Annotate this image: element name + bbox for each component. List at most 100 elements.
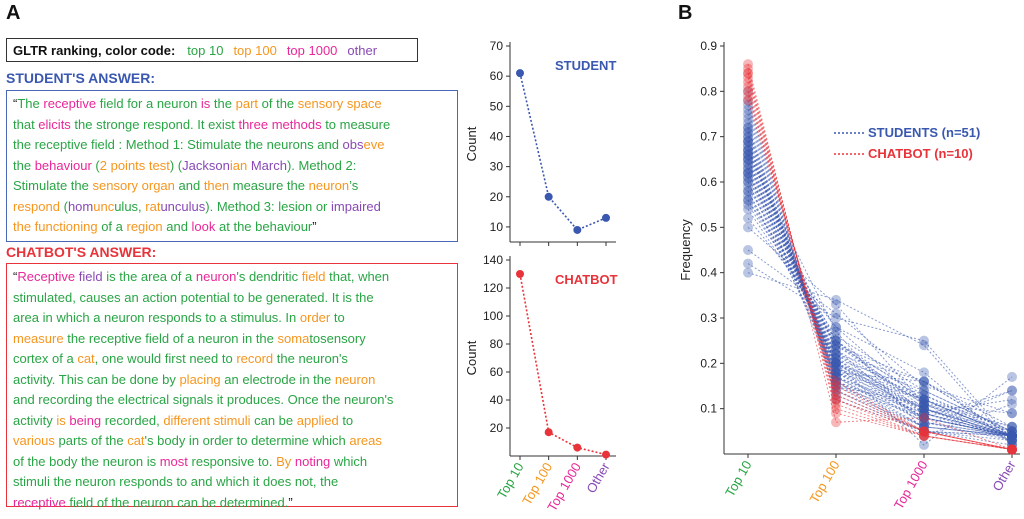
data-point bbox=[1007, 430, 1017, 441]
student-series bbox=[743, 113, 1017, 441]
student-series bbox=[743, 131, 1017, 441]
student-series bbox=[743, 172, 1017, 441]
series-line bbox=[747, 122, 1013, 437]
data-point bbox=[1007, 444, 1017, 455]
student-series bbox=[743, 163, 1017, 446]
data-point bbox=[743, 99, 753, 110]
legend-item-top1000: top 1000 bbox=[286, 42, 338, 58]
legend-title: GLTR ranking, color code: bbox=[13, 42, 176, 58]
answer-token: which bbox=[333, 453, 368, 469]
series-line bbox=[747, 136, 1013, 437]
answer-token: the bbox=[13, 157, 35, 173]
data-point bbox=[1007, 385, 1017, 396]
answer-token: noting bbox=[294, 453, 334, 469]
data-point bbox=[602, 450, 610, 459]
y-tick-label: 0.7 bbox=[700, 130, 717, 144]
series-line bbox=[747, 159, 1013, 414]
answer-token: stimuli the neuron responds to and which… bbox=[13, 474, 339, 489]
y-tick-label: 80 bbox=[490, 337, 504, 351]
answer-token: Receptive bbox=[17, 269, 79, 284]
series-line bbox=[747, 141, 1013, 437]
y-tick-label: 20 bbox=[490, 190, 504, 204]
answer-token: 's body in order to determine which bbox=[144, 433, 350, 448]
y-tick-label: 30 bbox=[490, 160, 504, 174]
answer-token: is bbox=[56, 412, 70, 428]
answer-token: measure the bbox=[232, 178, 309, 193]
student-series bbox=[743, 154, 1017, 441]
data-point bbox=[1007, 439, 1017, 450]
answer-token: area in which a neuron responds to a sti… bbox=[13, 310, 300, 325]
data-point bbox=[1007, 421, 1017, 432]
answer-token: can be bbox=[254, 412, 297, 428]
legend-label: STUDENTS (n=51) bbox=[868, 125, 980, 140]
x-tick-label: Top 100 bbox=[806, 458, 842, 506]
data-point bbox=[919, 340, 929, 351]
chatbot-answer-title: CHATBOT'S ANSWER: bbox=[6, 244, 157, 260]
data-point bbox=[743, 90, 753, 101]
data-point bbox=[743, 267, 753, 278]
answer-token: respond bbox=[13, 198, 64, 214]
series-line bbox=[747, 100, 1013, 450]
data-point bbox=[831, 376, 841, 387]
data-point bbox=[743, 63, 753, 74]
answer-token: neuron bbox=[308, 178, 350, 193]
series-line bbox=[747, 77, 1013, 450]
data-point bbox=[1007, 435, 1017, 446]
data-point bbox=[831, 322, 841, 333]
data-point bbox=[919, 430, 929, 441]
data-point bbox=[831, 358, 841, 369]
series-line bbox=[747, 263, 1013, 441]
data-point bbox=[743, 131, 753, 142]
chart-label: CHATBOT bbox=[555, 272, 618, 287]
data-point bbox=[831, 331, 841, 342]
answer-token: ’s bbox=[349, 178, 359, 193]
answer-token: measure bbox=[13, 330, 68, 346]
answer-token: three methods bbox=[238, 116, 326, 132]
data-point bbox=[919, 385, 929, 396]
answer-token: tosensory bbox=[309, 330, 366, 346]
data-point bbox=[831, 335, 841, 346]
answer-token: field of the neuron can be determined. bbox=[69, 494, 289, 510]
data-point bbox=[1007, 371, 1017, 382]
series-line bbox=[747, 272, 1013, 446]
data-point bbox=[831, 385, 841, 396]
data-point bbox=[743, 104, 753, 115]
answer-token: being bbox=[69, 412, 105, 428]
answer-token: is the area of a bbox=[106, 269, 196, 284]
data-point bbox=[743, 68, 753, 79]
data-point bbox=[743, 86, 753, 97]
data-point bbox=[743, 109, 753, 119]
student-series bbox=[743, 131, 1017, 441]
answer-token: receptive bbox=[13, 494, 70, 510]
data-point bbox=[919, 426, 929, 437]
data-point bbox=[1007, 426, 1017, 437]
legend-label: CHATBOT (n=10) bbox=[868, 146, 973, 161]
count-chart-chatbot: 20 40 60 80 100 120 140 Count CHATBOT bbox=[464, 253, 618, 460]
data-point bbox=[743, 190, 753, 201]
answer-token: of the bbox=[261, 96, 298, 111]
answer-token: of a bbox=[101, 219, 127, 234]
student-series bbox=[743, 163, 1017, 432]
data-point bbox=[743, 177, 753, 187]
answer-token: eve bbox=[363, 137, 385, 152]
answer-token: look bbox=[191, 219, 220, 234]
answer-token: and bbox=[166, 219, 192, 234]
data-point bbox=[743, 122, 753, 133]
student-series bbox=[743, 140, 1017, 441]
series-line bbox=[747, 95, 1013, 450]
chatbot-answer-text: “Receptive field is the area of a neuron… bbox=[6, 263, 458, 510]
data-point bbox=[919, 408, 929, 419]
y-tick-label: 0.1 bbox=[700, 402, 717, 416]
y-tick-label: 70 bbox=[490, 39, 504, 53]
y-tick-label: 0.6 bbox=[700, 175, 717, 189]
data-point bbox=[743, 186, 753, 197]
data-point bbox=[743, 72, 753, 83]
answer-token: Jackson bbox=[182, 157, 230, 173]
student-series bbox=[743, 186, 1017, 423]
data-point bbox=[516, 270, 524, 278]
data-point bbox=[919, 439, 929, 450]
data-point bbox=[831, 417, 841, 428]
series-line bbox=[747, 131, 1013, 437]
answer-token: obs bbox=[342, 137, 364, 152]
answer-token: different stimuli bbox=[163, 412, 255, 428]
